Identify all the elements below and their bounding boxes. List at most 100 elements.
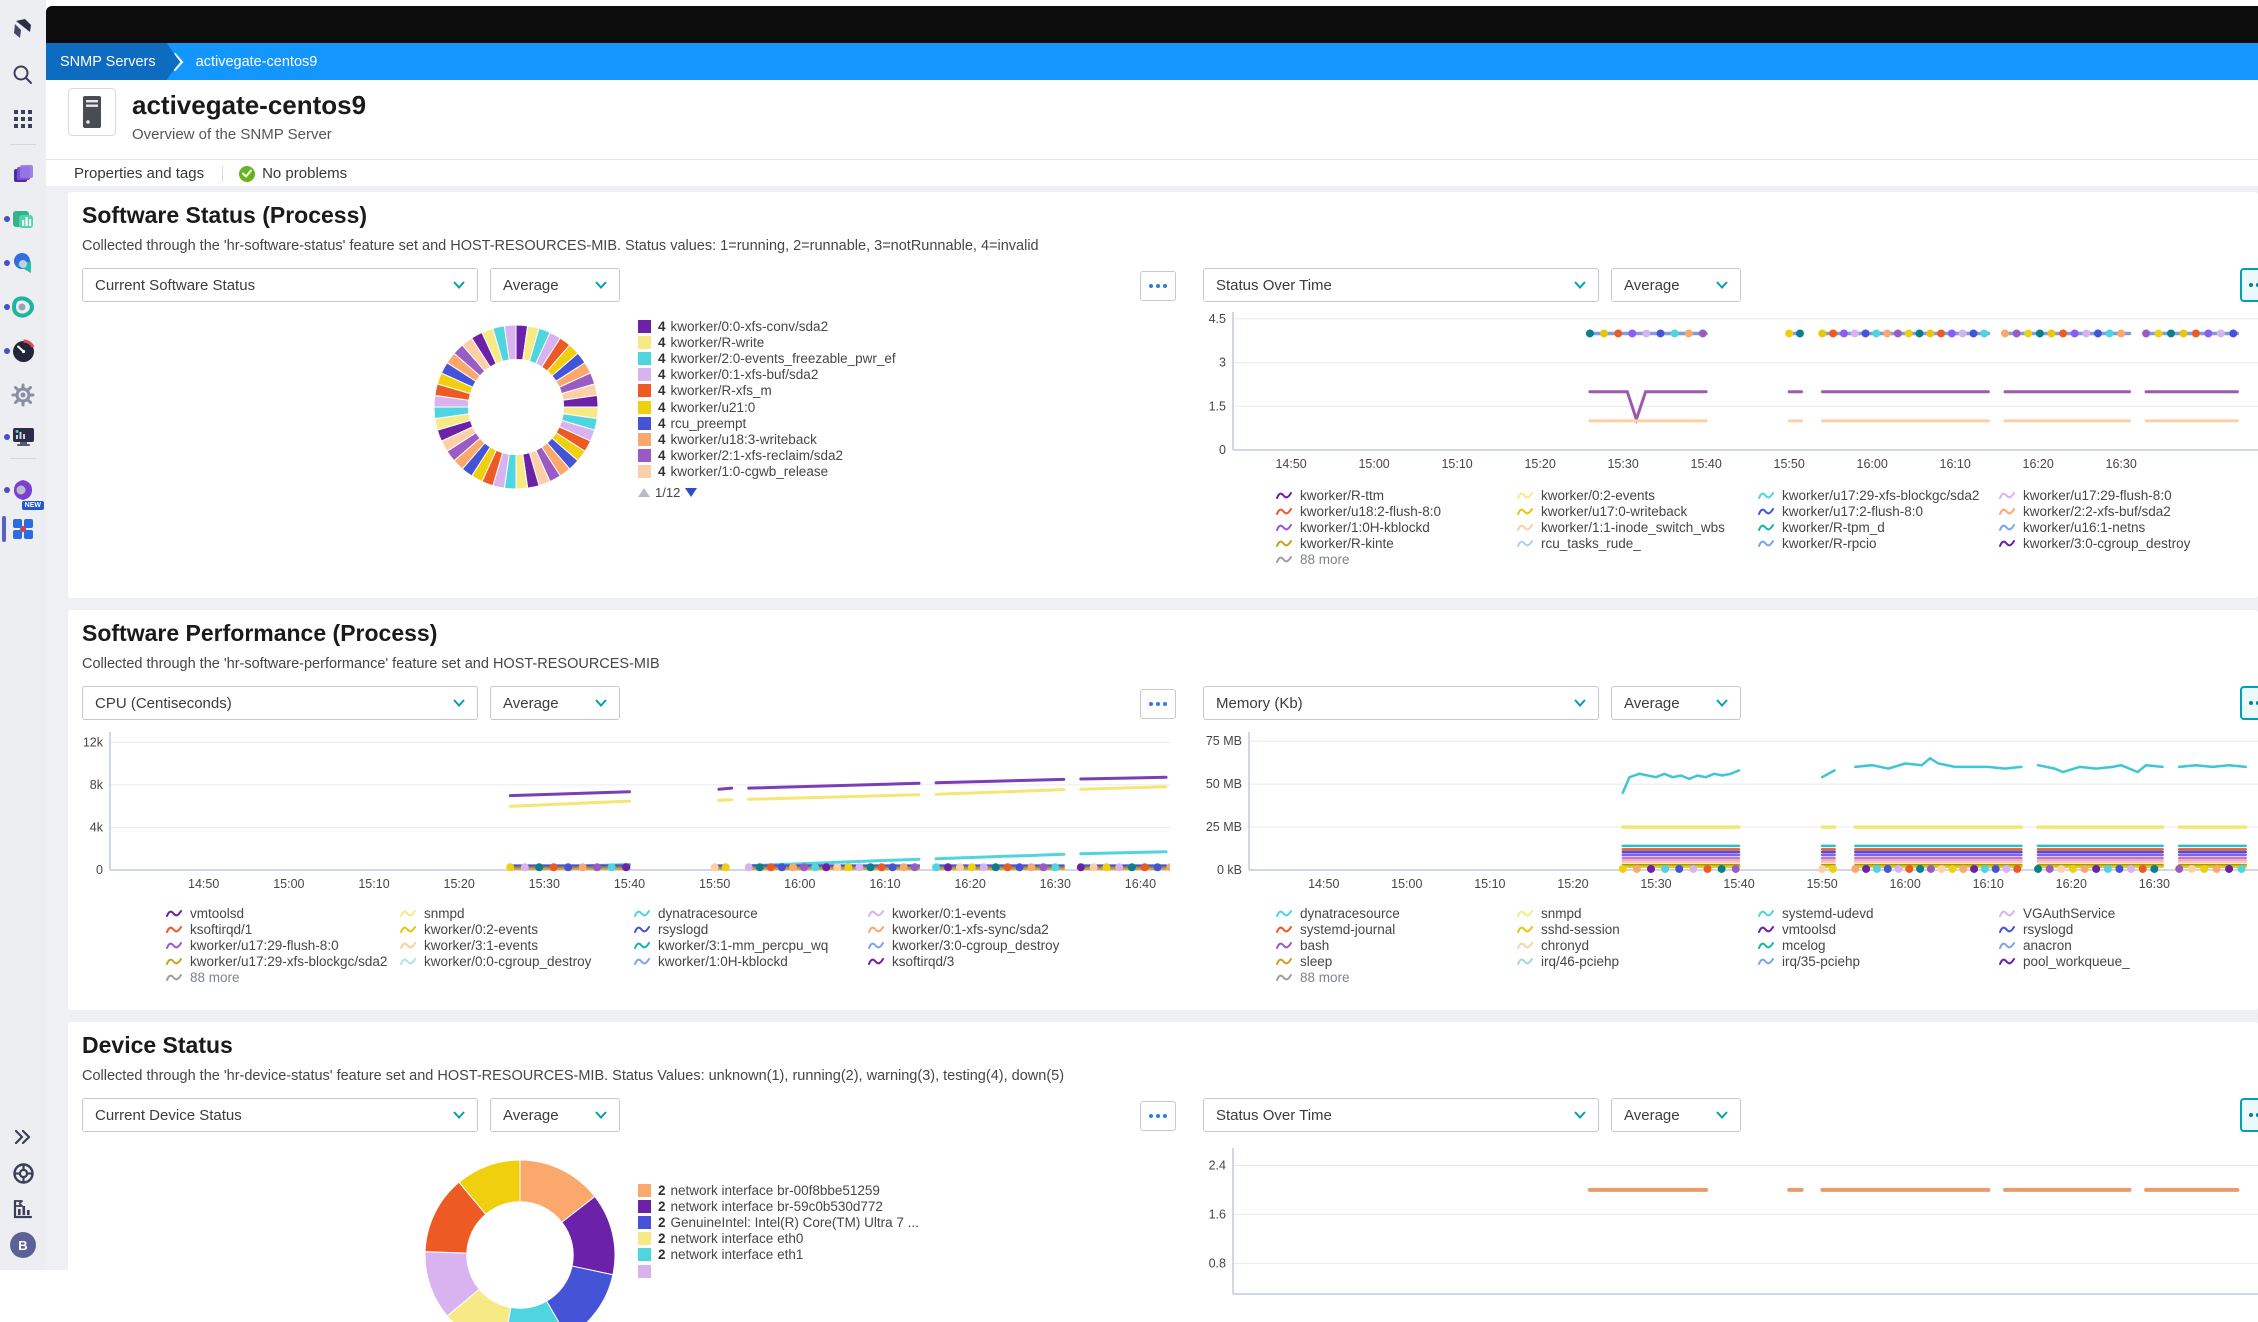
- legend-item[interactable]: kworker/R-kinte: [1276, 536, 1517, 552]
- legend-item[interactable]: 2 network interface eth1: [638, 1247, 919, 1263]
- legend-item[interactable]: 4 kworker/1:0-cgwb_release: [638, 464, 896, 480]
- legend-item[interactable]: systemd-journal: [1276, 921, 1517, 937]
- apps-grid-icon[interactable]: [0, 102, 46, 136]
- legend-item[interactable]: 2 network interface eth0: [638, 1231, 919, 1247]
- aggregation-select[interactable]: Average: [1611, 686, 1741, 720]
- device-status-donut-chart[interactable]: [425, 1160, 615, 1322]
- metric-select-memory[interactable]: Memory (Kb): [1203, 686, 1599, 720]
- breadcrumb-root-link[interactable]: SNMP Servers: [46, 43, 180, 80]
- legend-item[interactable]: kworker/u17:29-xfs-blockgc/sda2: [166, 954, 400, 970]
- sidebar-item-settings[interactable]: [0, 378, 46, 412]
- legend-item[interactable]: kworker/u17:0-writeback: [1517, 503, 1758, 519]
- chart-options-button-focused[interactable]: [2240, 1098, 2258, 1132]
- legend-item[interactable]: 2 GenuineIntel: Intel(R) Core(TM) Ultra 7…: [638, 1214, 919, 1230]
- legend-item[interactable]: irq/46-pciehp: [1517, 954, 1758, 970]
- legend-item[interactable]: kworker/u17:29-flush-8:0: [166, 937, 400, 953]
- legend-item[interactable]: kworker/0:2-events: [1517, 487, 1758, 503]
- pager-up-arrow[interactable]: [638, 487, 650, 497]
- legend-item[interactable]: 4 kworker/0:0-xfs-conv/sda2: [638, 318, 896, 334]
- legend-item[interactable]: ksoftirqd/3: [868, 954, 1102, 970]
- tab-properties-and-tags[interactable]: Properties and tags: [74, 165, 204, 182]
- metric-select-cpu[interactable]: CPU (Centiseconds): [82, 686, 478, 720]
- legend-item[interactable]: 4 kworker/2:0-events_freezable_pwr_ef: [638, 350, 896, 366]
- legend-item[interactable]: systemd-udevd: [1758, 905, 1999, 921]
- legend-item[interactable]: kworker/R-rpcio: [1758, 536, 1999, 552]
- legend-item[interactable]: ksoftirqd/1: [166, 921, 400, 937]
- legend-more-button[interactable]: 88 more: [166, 970, 400, 986]
- chart-options-button[interactable]: [1140, 689, 1176, 719]
- legend-item[interactable]: 2 network interface br-00f8bbe51259: [638, 1182, 919, 1198]
- legend-item[interactable]: kworker/0:1-events: [868, 905, 1102, 921]
- memory-chart[interactable]: 0 kB 25 MB 50 MB 75 MB 14:50 15:00 15:10 15:20 1…: [1203, 730, 2258, 894]
- legend-item[interactable]: rsyslogd: [634, 921, 868, 937]
- aggregation-select[interactable]: Average: [1611, 1098, 1741, 1132]
- legend-item[interactable]: kworker/2:2-xfs-buf/sda2: [1999, 503, 2240, 519]
- legend-item[interactable]: sleep: [1276, 954, 1517, 970]
- legend-item[interactable]: kworker/1:0H-kblockd: [634, 954, 868, 970]
- legend-item[interactable]: snmpd: [1517, 905, 1758, 921]
- legend-item[interactable]: rcu_tasks_rude_: [1517, 536, 1758, 552]
- cpu-chart[interactable]: 0 4k 8k 12k 14:50 15:00 15:10 15:20 15:30 15:40 15…: [82, 730, 1170, 894]
- legend-item[interactable]: 4 kworker/R-write: [638, 334, 896, 350]
- legend-item[interactable]: 4 kworker/2:1-xfs-reclaim/sda2: [638, 448, 896, 464]
- help-lifebuoy-icon[interactable]: [0, 1156, 46, 1190]
- legend-item[interactable]: kworker/u17:29-xfs-blockgc/sda2: [1758, 487, 1999, 503]
- legend-item[interactable]: dynatracesource: [634, 905, 868, 921]
- sidebar-item-tracing-app[interactable]: [0, 290, 46, 324]
- legend-item[interactable]: kworker/0:2-events: [400, 921, 634, 937]
- aggregation-select[interactable]: Average: [490, 268, 620, 302]
- legend-item[interactable]: pool_workqueue_: [1999, 954, 2240, 970]
- legend-item[interactable]: kworker/3:0-cgroup_destroy: [868, 937, 1102, 953]
- legend-item[interactable]: snmpd: [400, 905, 634, 921]
- legend-item[interactable]: dynatracesource: [1276, 905, 1517, 921]
- legend-item[interactable]: irq/35-pciehp: [1758, 954, 1999, 970]
- user-avatar[interactable]: B: [0, 1228, 46, 1262]
- device-status-over-time-chart[interactable]: 0.8 1.6 2.4: [1203, 1146, 2258, 1296]
- legend-item[interactable]: kworker/u17:2-flush-8:0: [1758, 503, 1999, 519]
- legend-item[interactable]: kworker/u16:1-netns: [1999, 519, 2240, 535]
- aggregation-select[interactable]: Average: [490, 1098, 620, 1132]
- legend-item[interactable]: kworker/R-ttm: [1276, 487, 1517, 503]
- legend-item[interactable]: anacron: [1999, 937, 2240, 953]
- chart-options-button[interactable]: [1140, 1101, 1176, 1131]
- chart-options-button[interactable]: [1140, 271, 1176, 301]
- sidebar-item-clusters-selected[interactable]: [0, 512, 46, 546]
- legend-item[interactable]: VGAuthService: [1999, 905, 2240, 921]
- legend-item[interactable]: 4 kworker/u21:0: [638, 399, 896, 415]
- legend-more-button[interactable]: 88 more: [1276, 552, 1517, 568]
- sidebar-item-new-app[interactable]: NEW: [0, 470, 46, 510]
- legend-item[interactable]: 4 rcu_preempt: [638, 415, 896, 431]
- legend-item[interactable]: kworker/1:0H-kblockd: [1276, 519, 1517, 535]
- status-over-time-chart[interactable]: 0 1.5 3 4.5 14:50 15:00 15:10 15:20 15:30 15:40 15…: [1203, 310, 2258, 474]
- legend-item[interactable]: kworker/3:1-events: [400, 937, 634, 953]
- sidebar-item-charts-app[interactable]: [0, 202, 46, 236]
- metric-select-status-over-time[interactable]: Status Over Time: [1203, 268, 1599, 302]
- legend-item[interactable]: [638, 1263, 919, 1279]
- legend-item[interactable]: vmtoolsd: [166, 905, 400, 921]
- legend-item[interactable]: 4 kworker/R-xfs_m: [638, 383, 896, 399]
- usage-chart-icon[interactable]: [0, 1192, 46, 1226]
- legend-item[interactable]: kworker/0:0-cgroup_destroy: [400, 954, 634, 970]
- chart-options-button-focused[interactable]: [2240, 268, 2258, 302]
- legend-more-button[interactable]: 88 more: [1276, 970, 1517, 986]
- sidebar-item-hosts-app[interactable]: [0, 420, 46, 454]
- metric-select-status-over-time[interactable]: Status Over Time: [1203, 1098, 1599, 1132]
- pager-down-arrow[interactable]: [685, 487, 698, 497]
- aggregation-select[interactable]: Average: [490, 686, 620, 720]
- legend-item[interactable]: sshd-session: [1517, 921, 1758, 937]
- dynatrace-logo[interactable]: [0, 12, 46, 46]
- legend-item[interactable]: kworker/0:1-xfs-sync/sda2: [868, 921, 1102, 937]
- legend-item[interactable]: 4 kworker/0:1-xfs-buf/sda2: [638, 367, 896, 383]
- legend-item[interactable]: 2 network interface br-59c0b530d772: [638, 1198, 919, 1214]
- software-status-donut-chart[interactable]: [434, 325, 598, 489]
- tab-problems[interactable]: No problems: [239, 165, 347, 182]
- legend-item[interactable]: 4 kworker/u18:3-writeback: [638, 431, 896, 447]
- search-icon[interactable]: [0, 58, 46, 92]
- legend-item[interactable]: kworker/R-tpm_d: [1758, 519, 1999, 535]
- sidebar-item-hub[interactable]: [0, 158, 46, 192]
- metric-select-current-software-status[interactable]: Current Software Status: [82, 268, 478, 302]
- legend-item[interactable]: vmtoolsd: [1758, 921, 1999, 937]
- legend-item[interactable]: rsyslogd: [1999, 921, 2240, 937]
- aggregation-select[interactable]: Average: [1611, 268, 1741, 302]
- legend-item[interactable]: kworker/1:1-inode_switch_wbs: [1517, 519, 1758, 535]
